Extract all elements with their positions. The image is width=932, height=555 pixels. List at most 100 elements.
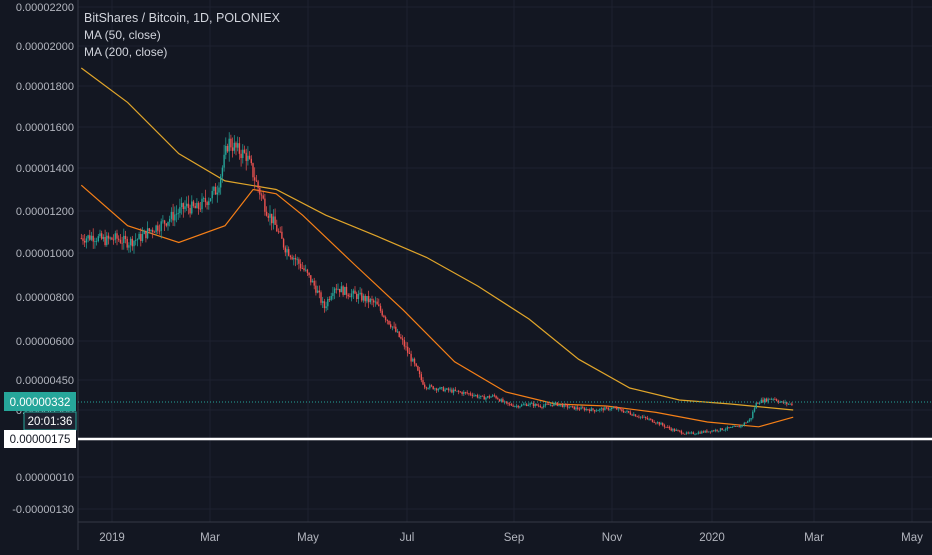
candle-body [386, 319, 388, 321]
candle-body [590, 408, 592, 412]
candle-body [458, 390, 460, 392]
candle-body [356, 293, 358, 299]
candle-body [595, 410, 598, 412]
candle-body [634, 414, 637, 417]
candle-body [604, 407, 606, 411]
x-tick-label: 2019 [99, 532, 125, 544]
candle-body [624, 411, 626, 413]
candle-body [153, 232, 156, 233]
candle-body [111, 237, 113, 240]
candle-body [197, 202, 200, 209]
candle-body [451, 389, 453, 393]
candle-body [413, 358, 416, 364]
candle-body [566, 405, 569, 408]
candle-body [701, 431, 703, 434]
candle-body [611, 407, 613, 410]
y-tick-label: 0.00000010 [16, 472, 74, 484]
candle-body [407, 346, 409, 353]
candle-body [573, 406, 575, 410]
candle-body [284, 247, 286, 253]
candle-body [463, 392, 465, 394]
candle-body [469, 393, 472, 395]
candle-body [694, 434, 696, 435]
candle-body [707, 431, 710, 433]
candle-body [235, 142, 237, 148]
candle-body [301, 268, 303, 269]
candle-body [247, 155, 249, 161]
candle-body [544, 403, 547, 406]
candle-body [444, 389, 446, 392]
candle-body [412, 358, 414, 362]
candle-body [136, 239, 139, 241]
candle-body [366, 296, 368, 302]
candle-body [221, 167, 224, 177]
candle-body [645, 416, 647, 418]
candle-body [629, 412, 632, 415]
candle-body [85, 238, 88, 243]
candle-body [748, 419, 751, 422]
candle-body [583, 408, 586, 411]
candle-body [265, 211, 268, 216]
candle-body [148, 228, 150, 231]
candle-body [293, 258, 295, 260]
candle-body [481, 395, 484, 397]
candle-body [441, 387, 443, 389]
candle-body [157, 225, 159, 231]
candle-body [493, 395, 496, 397]
price-candles [80, 132, 793, 436]
candle-body [398, 331, 400, 337]
candle-body [468, 393, 470, 395]
candle-body [726, 427, 728, 430]
candle-body [607, 407, 609, 410]
candle-body [594, 409, 596, 412]
candle-body [390, 324, 392, 328]
candle-body [475, 395, 477, 396]
candle-body [486, 396, 489, 398]
candle-body [543, 405, 545, 408]
candle-body [551, 404, 553, 406]
candle-body [699, 432, 701, 434]
candle-body [781, 401, 783, 403]
candle-body [191, 201, 193, 214]
candle-body [327, 299, 329, 307]
candle-body [158, 230, 161, 232]
candle-body [769, 398, 771, 400]
horizontal-level-badge [4, 430, 76, 448]
candle-body [531, 403, 533, 405]
candle-body [95, 241, 98, 242]
candle-body [400, 337, 402, 339]
candle-body [760, 399, 762, 403]
candle-body [354, 290, 356, 294]
candle-body [736, 426, 739, 427]
candle-body [764, 398, 766, 403]
candle-body [519, 406, 521, 408]
candle-body [612, 407, 615, 409]
candle-body [454, 389, 456, 391]
legend-ma-50[interactable]: MA (50, close) [84, 28, 161, 42]
y-tick-label: 0.00001600 [16, 122, 74, 134]
candle-body [636, 416, 638, 418]
candle-body [226, 146, 229, 152]
candle-body [741, 425, 744, 426]
candle-body [628, 411, 630, 413]
candle-body [203, 198, 205, 199]
candle-body [112, 239, 115, 241]
candle-body [554, 402, 557, 404]
candle-body [420, 374, 422, 381]
candle-body [588, 409, 591, 412]
candle-body [668, 426, 671, 429]
candle-body [196, 202, 198, 209]
candle-body [135, 240, 137, 241]
candle-body [514, 406, 516, 407]
candle-body [485, 397, 487, 400]
candle-body [162, 220, 164, 222]
candle-body [99, 233, 101, 237]
candle-body [349, 296, 351, 298]
candle-body [682, 433, 684, 435]
legend-ma-200[interactable]: MA (200, close) [84, 45, 168, 59]
candle-body [396, 331, 399, 333]
candle-body [696, 433, 698, 435]
candle-body [281, 231, 283, 239]
